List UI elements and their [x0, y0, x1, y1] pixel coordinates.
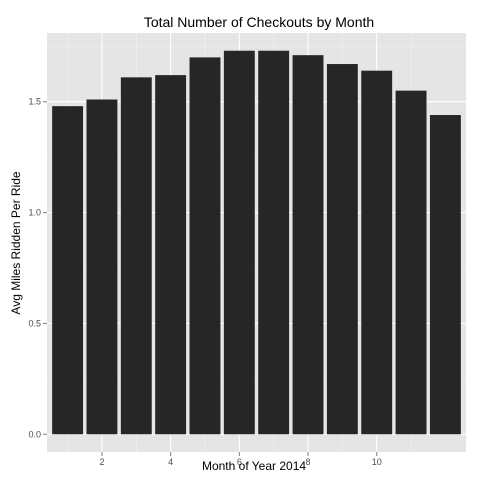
bar-month-5 [189, 57, 221, 435]
bar-month-3 [120, 77, 152, 435]
x-tick-label: 6 [237, 457, 242, 467]
x-tick-label: 4 [168, 457, 173, 467]
chart-title: Total Number of Checkouts by Month [144, 14, 374, 30]
x-tick-label: 10 [372, 457, 382, 467]
bar-month-11 [395, 90, 427, 435]
x-tick-label: 2 [99, 457, 104, 467]
bar-month-10 [361, 70, 393, 435]
bars [52, 50, 461, 435]
y-axis-label: Avg Miles Ridden Per Ride [9, 171, 23, 315]
y-tick-label: 0.5 [28, 318, 41, 328]
bar-month-7 [258, 50, 290, 435]
y-axis-ticks: 0.0 0.5 1.0 1.5 [28, 97, 47, 439]
bar-month-6 [223, 50, 255, 435]
y-tick-label: 0.0 [28, 429, 41, 439]
bar-month-4 [155, 75, 187, 435]
y-tick-label: 1.0 [28, 208, 41, 218]
bar-month-1 [52, 106, 84, 435]
bar-month-12 [429, 115, 461, 435]
bar-month-9 [326, 64, 358, 435]
bar-month-2 [86, 99, 118, 435]
y-tick-label: 1.5 [28, 97, 41, 107]
x-axis-ticks: 2 4 6 8 10 [99, 452, 382, 467]
x-tick-label: 8 [306, 457, 311, 467]
bar-month-8 [292, 55, 324, 435]
x-axis-label: Month of Year 2014 [202, 459, 306, 473]
